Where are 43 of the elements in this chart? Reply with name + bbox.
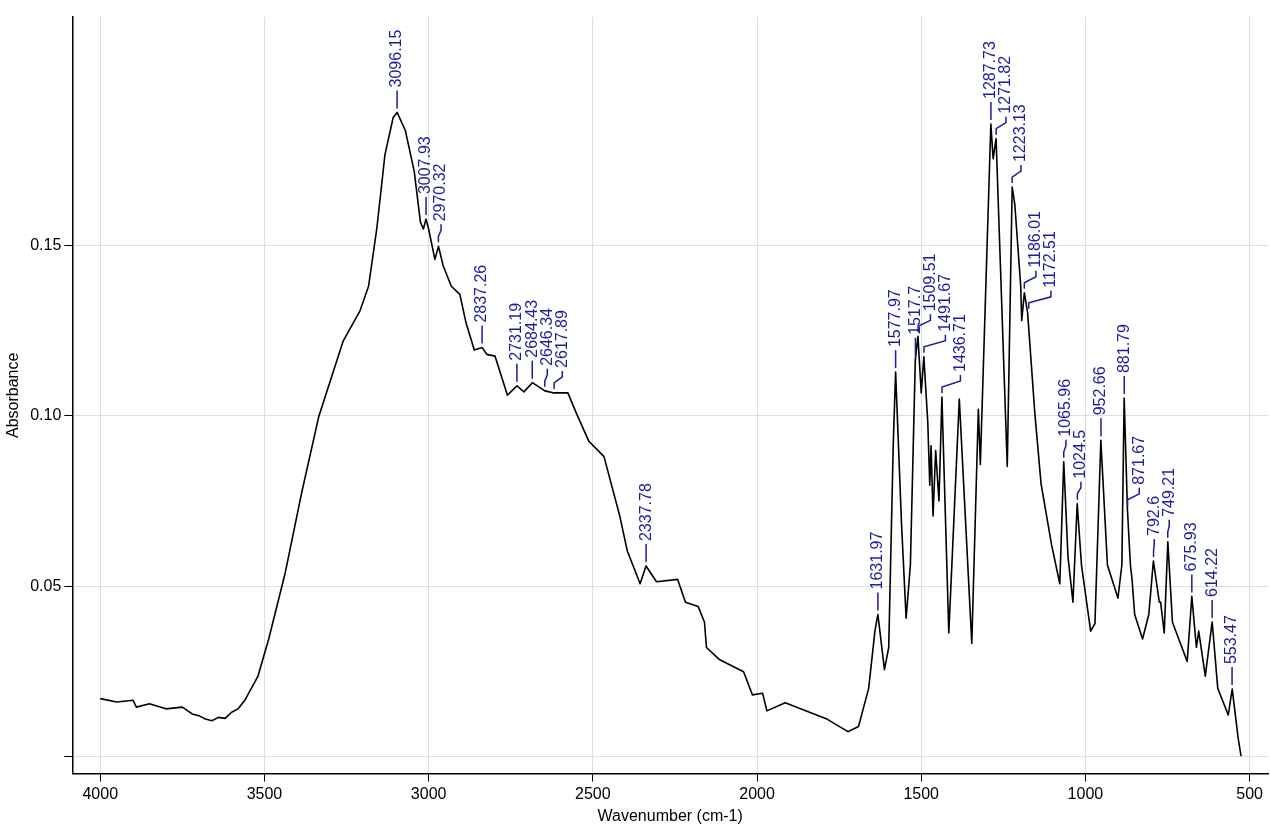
annotation: 881.79: [1114, 323, 1132, 374]
annotation: 871.67: [1129, 435, 1147, 485]
annotation: 2617.89: [552, 309, 570, 368]
annotation: 1186.01: [1026, 210, 1044, 268]
annotation: 3096.15: [387, 29, 405, 88]
annotation: 2970.32: [431, 163, 449, 222]
annotation: 1024.5: [1071, 429, 1089, 479]
annotation: 1509.51: [920, 253, 938, 312]
annotation: 1271.82: [996, 55, 1014, 114]
annotation: 553.47: [1222, 615, 1240, 665]
y-tick-label: 0.05: [30, 576, 62, 594]
annotation: 1436.71: [950, 314, 968, 372]
annotation: 1517.7: [905, 285, 923, 335]
x-tick-label: 1000: [1067, 784, 1104, 802]
annotation: 2646.34: [537, 307, 555, 366]
x-tick-label: 2500: [575, 784, 611, 802]
annotation: 749.21: [1159, 467, 1177, 517]
annotation: 1287.73: [981, 41, 999, 100]
annotation: 952.66: [1091, 366, 1109, 416]
annotation: 675.93: [1182, 522, 1200, 572]
annotation: 792.6: [1144, 495, 1162, 536]
x-tick-label: 3500: [246, 784, 283, 802]
annotation: 2337.78: [636, 483, 654, 542]
x-tick-label: 4000: [82, 784, 119, 802]
x-axis-title: Wavenumber (cm-1): [597, 806, 743, 824]
y-tick-label: 0.15: [30, 235, 62, 253]
annotation: 2837.26: [472, 264, 490, 323]
x-tick-label: 3000: [410, 784, 447, 802]
annotation: 1223.13: [1011, 104, 1029, 163]
x-tick-label: 500: [1236, 784, 1264, 802]
y-tick-label: 0.10: [30, 406, 62, 424]
x-tick-label: 1500: [903, 784, 940, 802]
annotation: 2731.19: [507, 302, 525, 361]
x-tick-label: 2000: [739, 784, 775, 802]
y-axis-title: Absorbance: [4, 352, 22, 438]
annotation: 1577.97: [886, 289, 904, 348]
annotation: 1065.96: [1056, 378, 1074, 437]
annotation: 1631.97: [868, 531, 886, 590]
annotation: 1172.51: [1041, 231, 1059, 288]
annotation: 1491.67: [935, 273, 953, 332]
annotation: 3007.93: [416, 136, 434, 195]
annotation: 614.22: [1202, 547, 1220, 597]
annotation: 2684.43: [522, 299, 540, 358]
